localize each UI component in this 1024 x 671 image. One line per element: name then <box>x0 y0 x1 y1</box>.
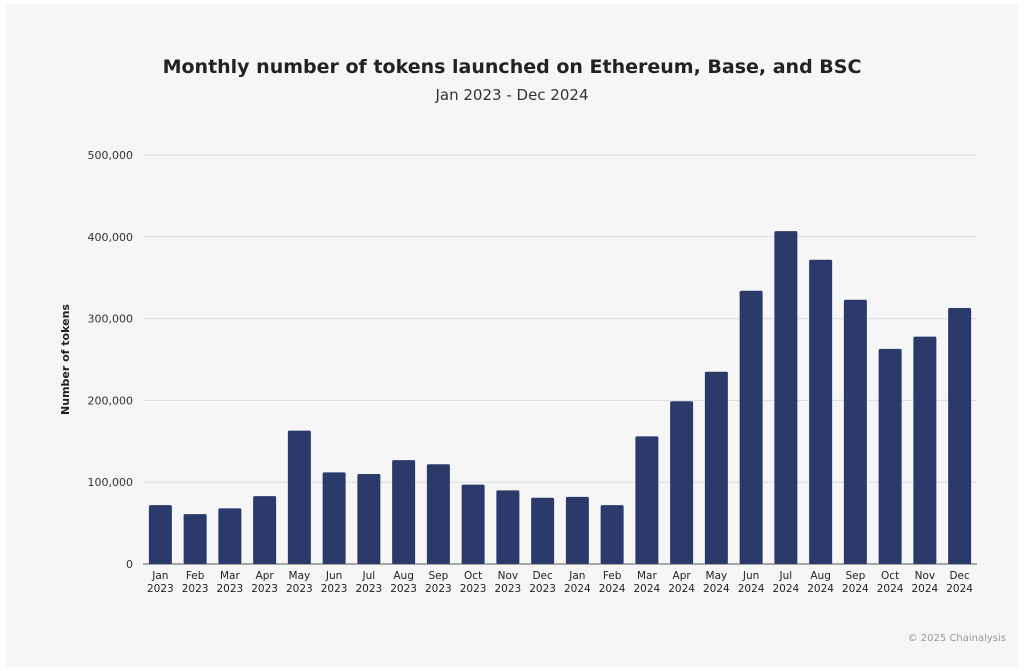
x-tick-label-year: 2023 <box>251 583 278 595</box>
y-tick-label: 200,000 <box>88 394 134 407</box>
x-tick-label: Feb <box>186 570 205 582</box>
x-tick-label: Mar <box>637 570 657 582</box>
y-axis-label: Number of tokens <box>59 304 72 415</box>
x-tick-label: Jun <box>325 570 342 582</box>
bar <box>565 496 589 564</box>
bar <box>739 290 763 564</box>
x-tick-label-year: 2024 <box>912 583 939 595</box>
x-tick-label-year: 2023 <box>147 583 174 595</box>
x-tick-label-year: 2024 <box>842 583 869 595</box>
y-tick-label: 300,000 <box>88 313 134 326</box>
bar <box>287 430 311 564</box>
y-tick-label: 500,000 <box>88 149 134 162</box>
bar <box>843 299 867 564</box>
x-tick-label: Aug <box>810 570 831 582</box>
bar <box>253 496 277 564</box>
bar <box>704 371 728 564</box>
x-tick-label-year: 2023 <box>460 583 487 595</box>
x-tick-label: Dec <box>949 570 970 582</box>
x-tick-label-year: 2023 <box>356 583 383 595</box>
x-tick-label: Jul <box>779 570 793 582</box>
bar <box>426 464 450 564</box>
x-tick-label: May <box>289 570 311 582</box>
x-tick-label: May <box>706 570 728 582</box>
x-tick-label-year: 2024 <box>668 583 695 595</box>
x-tick-label-year: 2023 <box>321 583 348 595</box>
bar <box>948 307 972 564</box>
x-tick-label: Oct <box>881 570 899 582</box>
bar <box>635 436 659 564</box>
y-tick-label: 0 <box>126 558 133 571</box>
chart-subtitle: Jan 2023 - Dec 2024 <box>435 86 589 104</box>
x-tick-label-year: 2023 <box>495 583 522 595</box>
bar <box>218 508 242 564</box>
x-tick-label-year: 2024 <box>599 583 626 595</box>
x-tick-label-year: 2023 <box>529 583 556 595</box>
x-tick-label: Feb <box>603 570 622 582</box>
x-tick-label-year: 2024 <box>877 583 904 595</box>
y-tick-label: 100,000 <box>88 476 134 489</box>
x-tick-label: Sep <box>845 570 865 582</box>
chart-title: Monthly number of tokens launched on Eth… <box>162 56 862 78</box>
bar <box>600 505 624 564</box>
x-tick-label-year: 2023 <box>425 583 452 595</box>
x-tick-label-year: 2024 <box>946 583 973 595</box>
bar <box>878 348 902 564</box>
x-tick-label-year: 2023 <box>390 583 417 595</box>
x-tick-label: Aug <box>393 570 414 582</box>
bar <box>913 336 937 564</box>
x-tick-label: Jul <box>362 570 376 582</box>
y-tick-label: 400,000 <box>88 231 134 244</box>
x-tick-label-year: 2024 <box>738 583 765 595</box>
x-tick-label-year: 2023 <box>217 583 244 595</box>
x-tick-label-year: 2024 <box>703 583 730 595</box>
x-tick-label-year: 2024 <box>564 583 591 595</box>
x-tick-label: Mar <box>220 570 240 582</box>
bar <box>496 490 520 564</box>
x-tick-label: Jun <box>742 570 759 582</box>
bar <box>392 460 416 564</box>
x-tick-label: Jan <box>151 570 168 582</box>
x-tick-label: Nov <box>498 570 519 582</box>
bar <box>322 472 346 564</box>
bar <box>670 401 694 564</box>
bar <box>774 231 798 564</box>
x-tick-label: Sep <box>428 570 448 582</box>
x-tick-label: Apr <box>673 570 692 582</box>
copyright-credit: © 2025 Chainalysis <box>907 633 1006 644</box>
x-tick-label: Nov <box>915 570 936 582</box>
x-tick-label-year: 2023 <box>286 583 313 595</box>
x-tick-label-year: 2024 <box>773 583 800 595</box>
x-tick-label: Apr <box>256 570 275 582</box>
x-tick-label-year: 2023 <box>182 583 209 595</box>
x-tick-label: Jan <box>568 570 585 582</box>
bar <box>183 514 207 564</box>
bar <box>531 497 555 564</box>
bar <box>809 259 833 564</box>
bar <box>148 505 172 564</box>
x-tick-label-year: 2024 <box>634 583 661 595</box>
bar <box>461 484 485 564</box>
bar <box>357 474 381 564</box>
x-tick-label: Dec <box>532 570 553 582</box>
x-tick-label-year: 2024 <box>807 583 834 595</box>
x-tick-label: Oct <box>464 570 482 582</box>
